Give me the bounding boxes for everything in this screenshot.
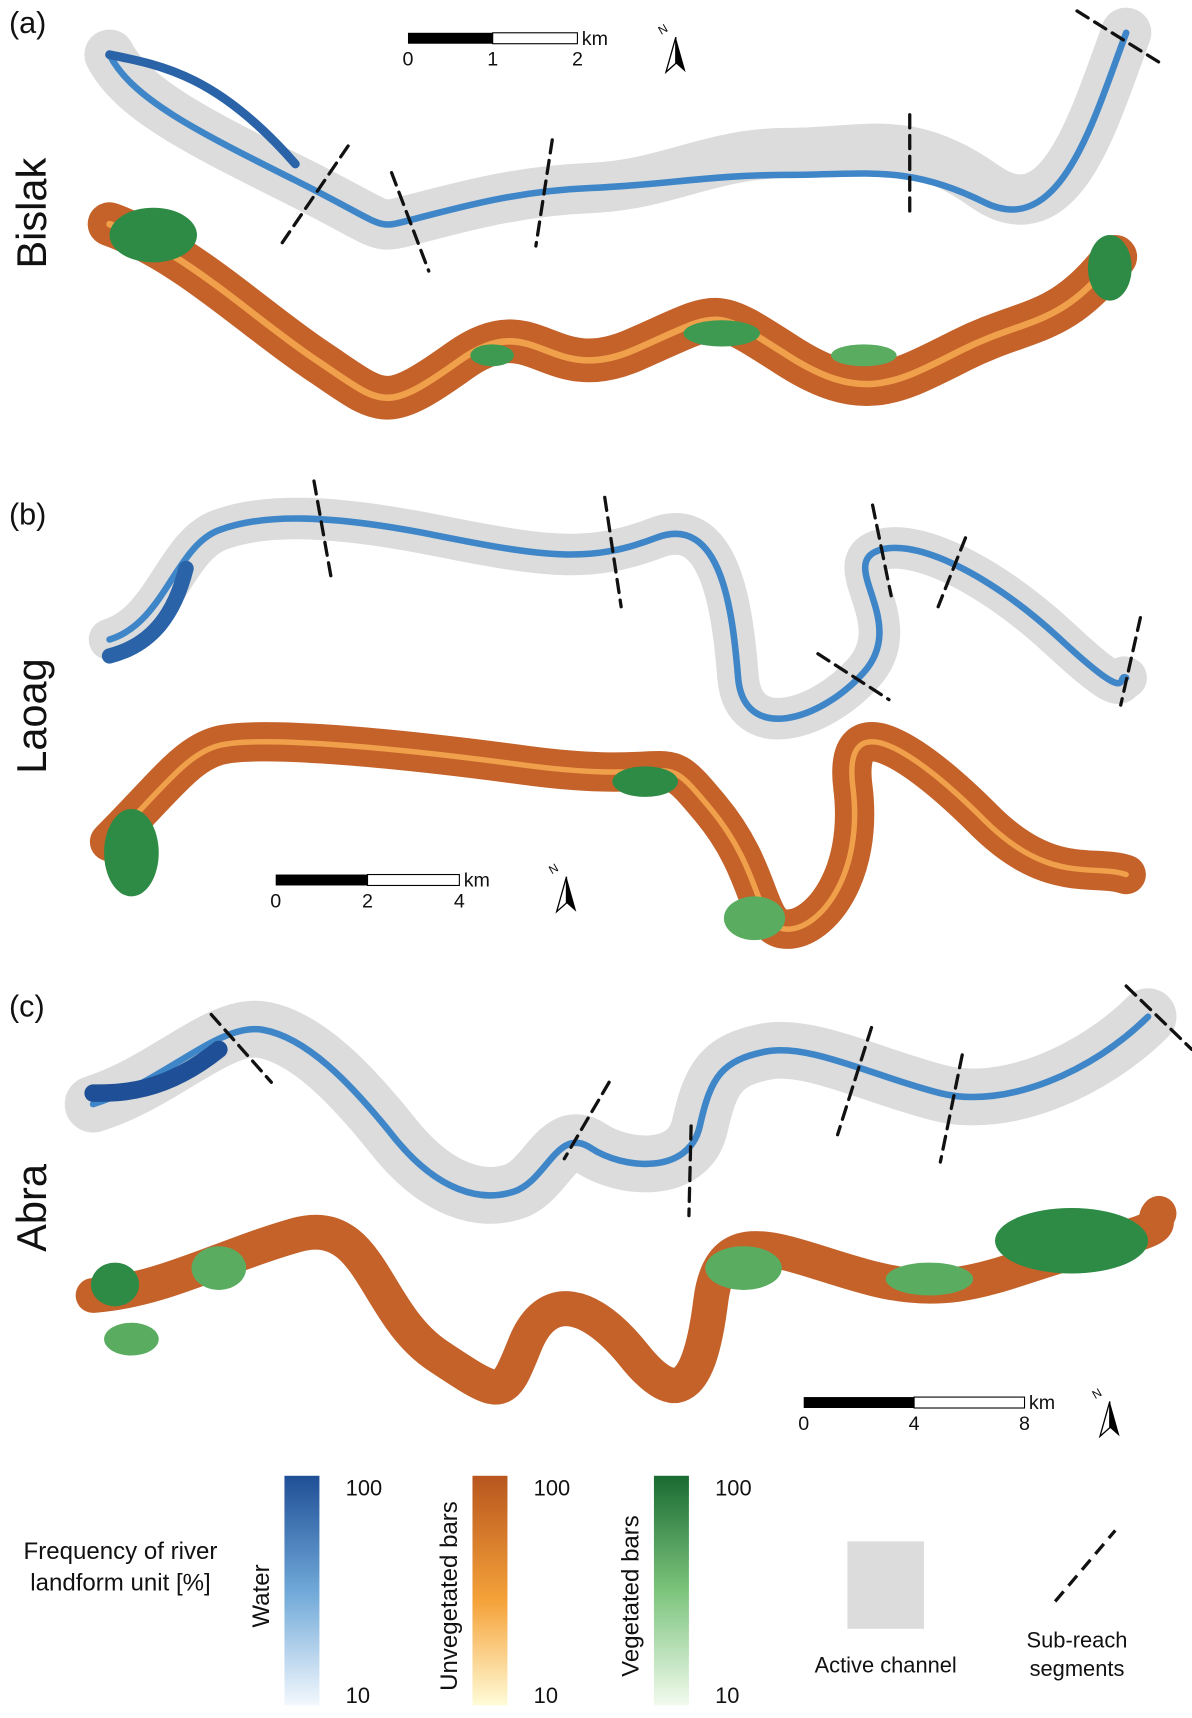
- ramp-name: Water: [248, 1564, 275, 1627]
- scale-bar-white: [493, 33, 578, 44]
- ramp-min: 10: [715, 1683, 739, 1708]
- legend-title: Frequency of river landform unit [%]: [22, 1536, 219, 1599]
- scale-bar-black: [408, 33, 493, 44]
- scale-tick-label: 2: [572, 49, 583, 71]
- ramp-name: Vegetated bars: [618, 1515, 645, 1677]
- ramp-min: 10: [346, 1683, 370, 1708]
- panel-label: (a): [9, 6, 46, 40]
- scale-unit: km: [582, 28, 608, 50]
- scale-tick-label: 4: [909, 1413, 920, 1435]
- north-label: N: [656, 21, 671, 37]
- legend-title-box: Frequency of river landform unit [%]: [22, 1536, 219, 1645]
- scale-tick-label: 0: [270, 890, 281, 912]
- north-arrow: [566, 877, 576, 912]
- north-arrow: [676, 37, 686, 72]
- north-arrow-outline: [1100, 1401, 1110, 1436]
- river-name: Abra: [8, 1163, 55, 1252]
- north-arrow-outline: [666, 37, 676, 72]
- ramp-max: 100: [715, 1475, 751, 1500]
- scale-tick-label: 0: [798, 1413, 809, 1435]
- scale-tick-label: 4: [454, 890, 465, 912]
- north-arrow-outline: [557, 877, 567, 912]
- ramp-name: Unvegetated bars: [436, 1501, 463, 1691]
- page: { "panels": [ {"label": "(a)", "name": "…: [0, 0, 1192, 1713]
- scale-bar-white: [368, 875, 460, 886]
- scale-bar-black: [276, 875, 368, 886]
- ramp-max: 100: [534, 1475, 570, 1500]
- north-label: N: [1090, 1385, 1105, 1401]
- scale-bar-black: [804, 1397, 914, 1408]
- water-ramp: [284, 1476, 319, 1706]
- scale-unit: km: [1029, 1392, 1055, 1414]
- scale-unit: km: [464, 870, 490, 892]
- active-channel-label: Active channel: [815, 1653, 957, 1678]
- figure: Frequency of river landform unit [%] Act…: [0, 0, 1192, 1713]
- river-name: Bislak: [8, 158, 55, 269]
- north-label: N: [546, 861, 561, 877]
- unvegetated-ramp: [472, 1476, 507, 1706]
- scale-tick-label: 8: [1019, 1413, 1030, 1435]
- bislak-map: [110, 11, 1165, 398]
- scale-tick-label: 2: [362, 890, 373, 912]
- ramp-min: 10: [534, 1683, 558, 1708]
- panel-label: (b): [9, 498, 46, 532]
- abra-map: [91, 986, 1192, 1387]
- laoag-map: [104, 481, 1140, 940]
- scale-tick-label: 0: [403, 49, 414, 71]
- scale-bar-white: [914, 1397, 1024, 1408]
- sub-reach-label: Sub-reach segments: [1006, 1627, 1148, 1684]
- ramp-max: 100: [346, 1475, 382, 1500]
- vegetated-ramp: [654, 1476, 689, 1706]
- north-arrow: [1110, 1401, 1120, 1436]
- scale-tick-label: 1: [487, 49, 498, 71]
- river-name: Laoag: [8, 658, 55, 774]
- panel-label: (c): [9, 990, 45, 1024]
- sub-reach-box: Sub-reach segments: [1006, 1627, 1148, 1704]
- sub-reach-swatch: [1055, 1530, 1115, 1601]
- active-channel-swatch: [847, 1541, 924, 1628]
